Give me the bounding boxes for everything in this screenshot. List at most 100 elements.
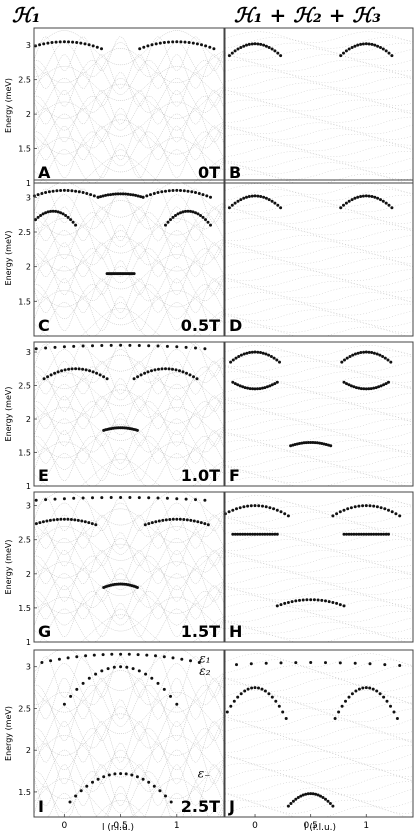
mode-point xyxy=(75,655,79,659)
mode-point xyxy=(49,209,53,213)
mode-point xyxy=(190,190,194,194)
mode-point xyxy=(342,203,345,207)
mode-point xyxy=(150,369,153,373)
mode-point xyxy=(375,505,379,509)
continuum-band xyxy=(34,608,225,643)
continuum-band xyxy=(224,793,414,808)
mode-point xyxy=(204,44,208,48)
mode-point xyxy=(58,40,62,44)
continuum-band xyxy=(33,596,225,632)
mode-point xyxy=(139,373,143,377)
continuum-band xyxy=(224,781,414,796)
continuum-band xyxy=(224,750,414,765)
mode-point xyxy=(375,352,379,356)
mode-point xyxy=(131,667,135,671)
x-axis-labels: l (r.l.u.) l (r.l.u.) xyxy=(102,823,336,833)
mode-point xyxy=(171,656,175,660)
mode-point xyxy=(162,655,166,659)
y-tick-label: 2 xyxy=(26,263,31,272)
continuum-band xyxy=(224,799,414,814)
y-tick-label: 2 xyxy=(26,746,31,755)
continuum-band xyxy=(225,263,414,276)
y-tick-label: 1.5 xyxy=(18,297,31,306)
mode-point xyxy=(284,717,288,720)
continuum-band xyxy=(224,82,414,95)
mode-point xyxy=(171,215,175,219)
continuum-band xyxy=(224,555,414,568)
continuum-band xyxy=(33,137,225,173)
continuum-band xyxy=(33,713,225,756)
mode-point xyxy=(381,47,385,51)
mode-point xyxy=(238,384,242,388)
continuum-band xyxy=(224,229,414,241)
mode-annotation: ε₋ xyxy=(198,767,211,781)
mode-point xyxy=(331,601,335,604)
mode-point xyxy=(165,344,169,348)
mode-point xyxy=(340,704,344,708)
mode-point xyxy=(353,352,357,356)
mode-point xyxy=(179,189,182,192)
mode-point xyxy=(175,40,179,44)
mode-point xyxy=(107,773,111,777)
mode-point xyxy=(345,356,349,360)
mode-point xyxy=(362,350,366,354)
mode-point xyxy=(257,504,261,508)
mode-point xyxy=(183,40,187,44)
mode-point xyxy=(40,192,44,195)
mode-point xyxy=(338,603,342,607)
mode-point xyxy=(247,42,251,46)
mode-point xyxy=(248,532,252,536)
mode-point xyxy=(367,532,371,536)
panel-E: 1 1.5 2 2.5 3 Energy (meV) E 1.0T xyxy=(4,341,225,491)
mode-point xyxy=(61,212,65,216)
mode-point xyxy=(372,532,376,536)
continuum-band xyxy=(33,188,225,224)
mode-point xyxy=(135,586,139,589)
mode-point xyxy=(203,498,207,502)
mode-point xyxy=(119,343,123,347)
mode-point xyxy=(143,523,147,527)
y-tick-label: 2.5 xyxy=(18,704,31,713)
mode-point xyxy=(74,367,78,371)
continuum-band xyxy=(33,77,225,113)
mode-point xyxy=(379,384,383,388)
mode-point xyxy=(135,428,139,432)
continuum-band xyxy=(33,360,225,395)
mode-point xyxy=(197,192,201,195)
mode-point xyxy=(275,508,279,512)
mode-point xyxy=(353,505,357,509)
mode-point xyxy=(91,496,94,500)
continuum-band xyxy=(224,621,414,634)
mode-point xyxy=(359,351,363,354)
continuum-band xyxy=(33,555,225,591)
mode-point xyxy=(250,350,254,354)
continuum-band xyxy=(224,408,414,420)
mode-point xyxy=(236,199,240,203)
mode-point xyxy=(89,193,93,197)
mode-point xyxy=(74,794,78,798)
continuum-band xyxy=(224,714,414,729)
mode-point xyxy=(171,40,175,44)
mode-point xyxy=(283,512,287,516)
mode-point xyxy=(188,373,192,377)
mode-point xyxy=(370,195,374,198)
continuum-band xyxy=(224,561,414,573)
mode-point xyxy=(91,370,95,374)
panel-J: 0 0.5 1 J xyxy=(224,649,414,831)
continuum-band xyxy=(33,706,225,749)
continuum-band xyxy=(33,60,225,95)
mode-point xyxy=(142,45,146,49)
mode-point xyxy=(277,704,281,708)
mode-point xyxy=(161,518,165,522)
panel-H: H xyxy=(223,491,414,643)
mode-annotation: ε₂ xyxy=(199,664,210,678)
continuum-band xyxy=(33,395,225,430)
mode-point xyxy=(333,717,337,720)
mode-point xyxy=(342,604,346,608)
mode-point xyxy=(129,193,133,197)
mode-point xyxy=(42,42,46,46)
mode-point xyxy=(162,687,166,691)
mode-point xyxy=(344,201,348,205)
